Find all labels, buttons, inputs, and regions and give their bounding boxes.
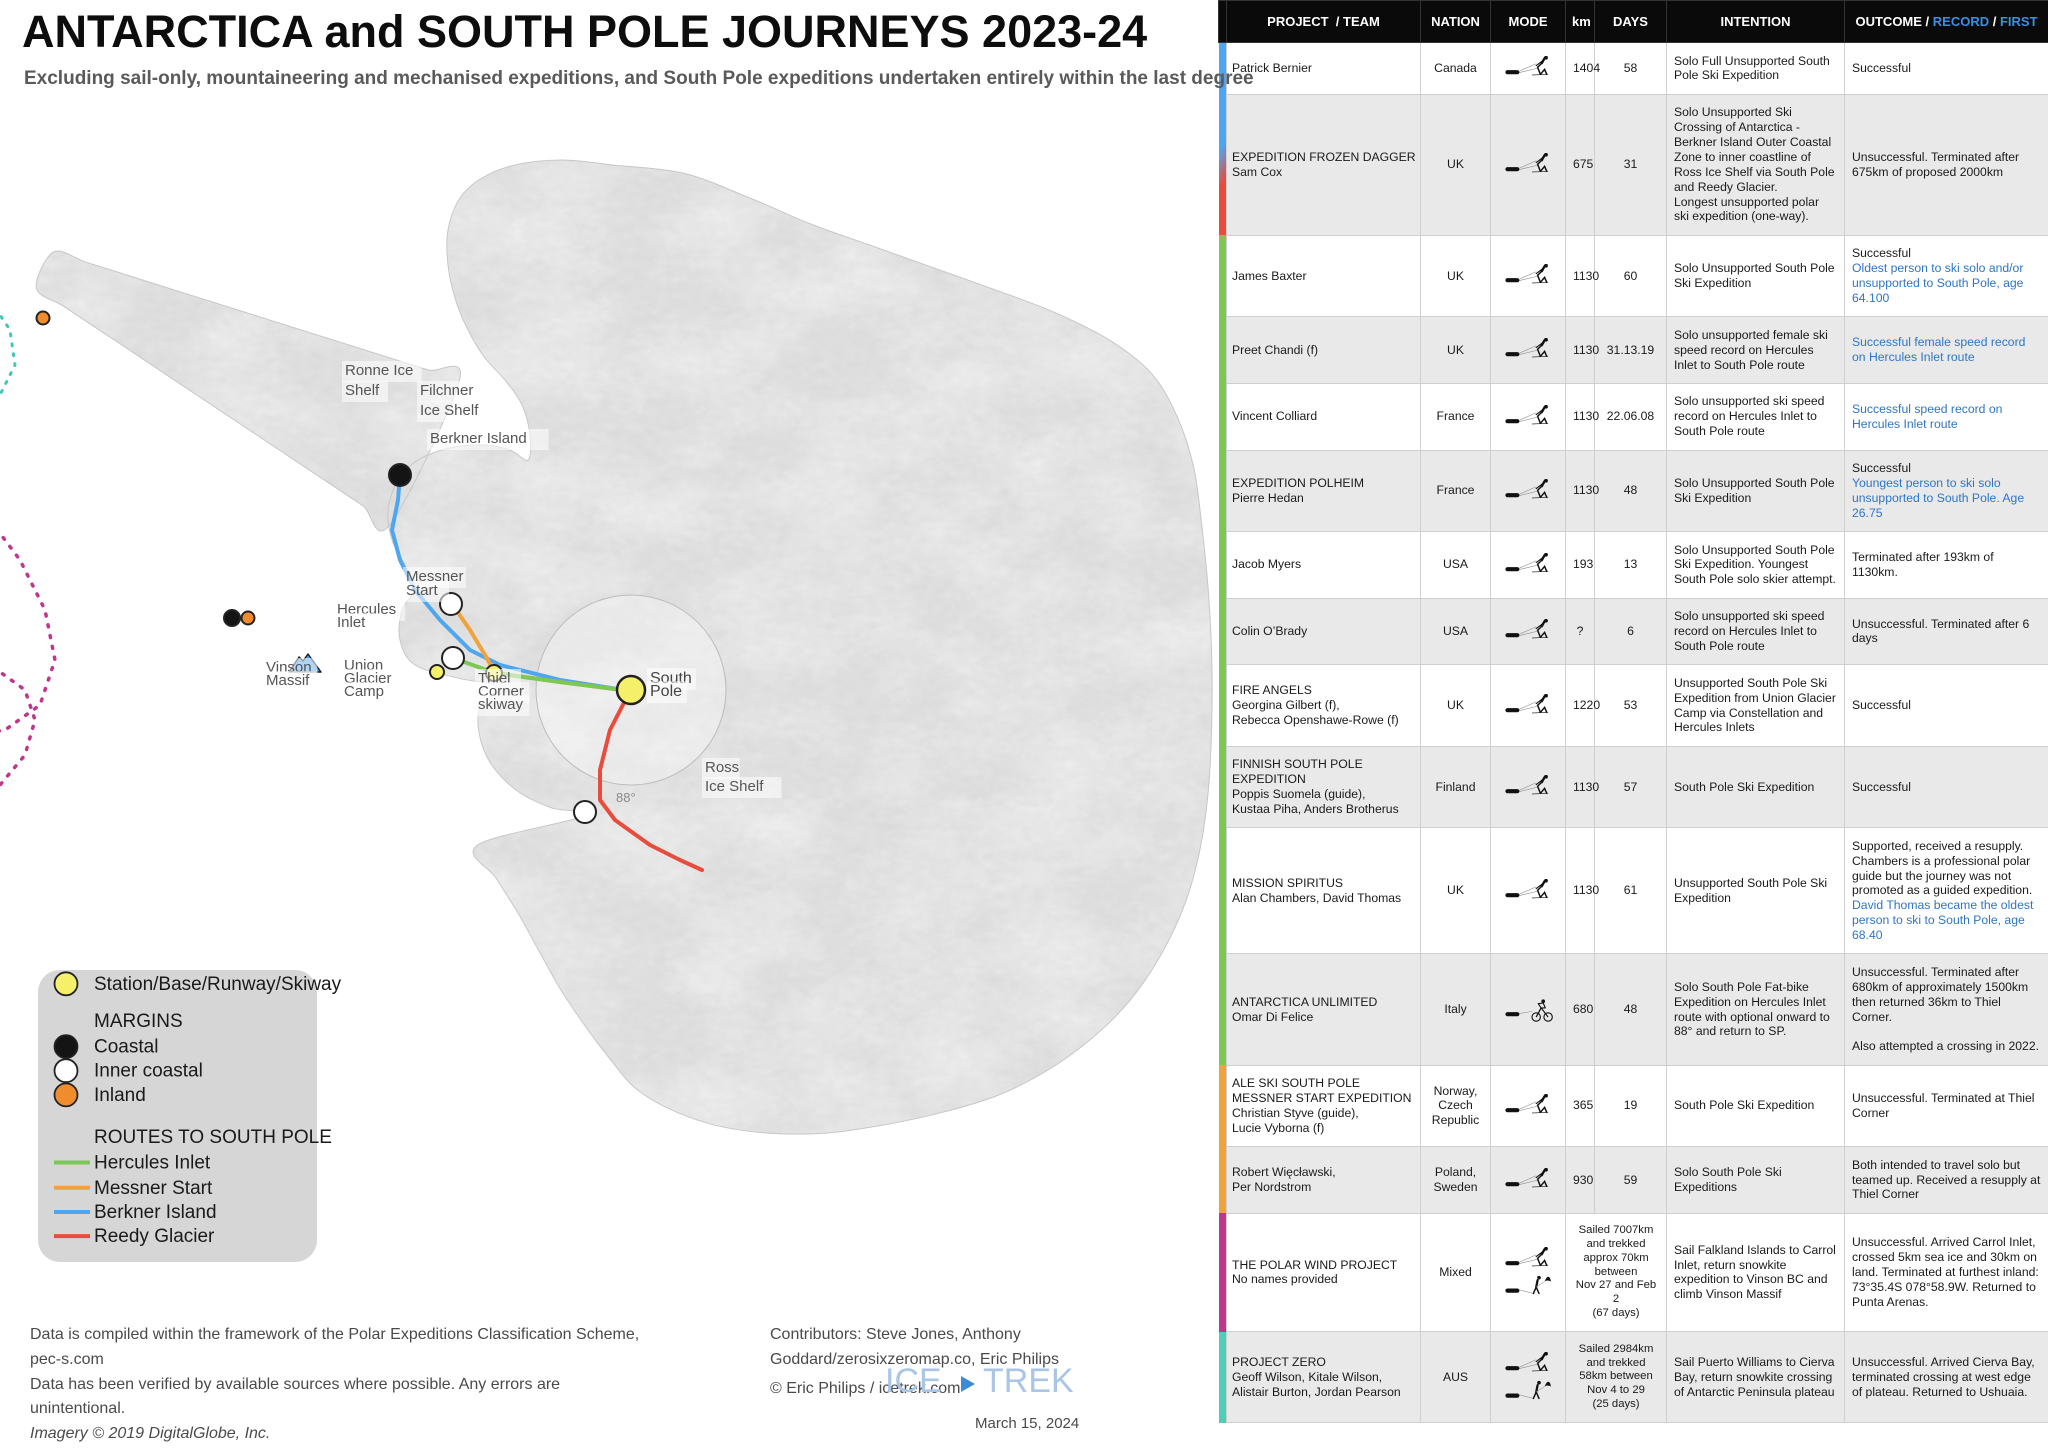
svg-text:Coastal: Coastal (94, 1037, 158, 1058)
svg-text:Camp: Camp (344, 683, 384, 700)
svg-text:Inland: Inland (94, 1085, 146, 1106)
svg-text:Berkner Island: Berkner Island (430, 430, 527, 447)
svg-text:Inner coastal: Inner coastal (94, 1061, 203, 1082)
svg-text:Station/Base/Runway/Skiway: Station/Base/Runway/Skiway (94, 974, 342, 995)
svg-text:MARGINS: MARGINS (94, 1011, 183, 1032)
svg-text:Messner Start: Messner Start (94, 1178, 213, 1199)
svg-text:ICE: ICE (885, 1362, 942, 1400)
svg-text:Reedy Glacier: Reedy Glacier (94, 1226, 215, 1247)
svg-text:Ice Shelf: Ice Shelf (420, 402, 479, 419)
svg-text:Massif: Massif (266, 672, 310, 689)
svg-text:Ronne Ice: Ronne Ice (345, 362, 413, 379)
svg-text:Hercules Inlet: Hercules Inlet (94, 1153, 211, 1174)
svg-text:Ice Shelf: Ice Shelf (705, 778, 764, 795)
svg-text:TREK: TREK (983, 1362, 1074, 1400)
svg-text:Start: Start (406, 582, 439, 599)
svg-text:Berkner Island: Berkner Island (94, 1202, 217, 1223)
svg-text:Ross: Ross (705, 759, 739, 776)
svg-text:skiway: skiway (478, 696, 524, 713)
svg-text:Shelf: Shelf (345, 382, 380, 399)
svg-text:ROUTES TO SOUTH POLE: ROUTES TO SOUTH POLE (94, 1127, 332, 1148)
svg-text:Filchner: Filchner (420, 382, 473, 399)
svg-text:Pole: Pole (650, 683, 682, 700)
svg-text:Inlet: Inlet (337, 614, 366, 631)
svg-text:88°: 88° (616, 790, 636, 805)
